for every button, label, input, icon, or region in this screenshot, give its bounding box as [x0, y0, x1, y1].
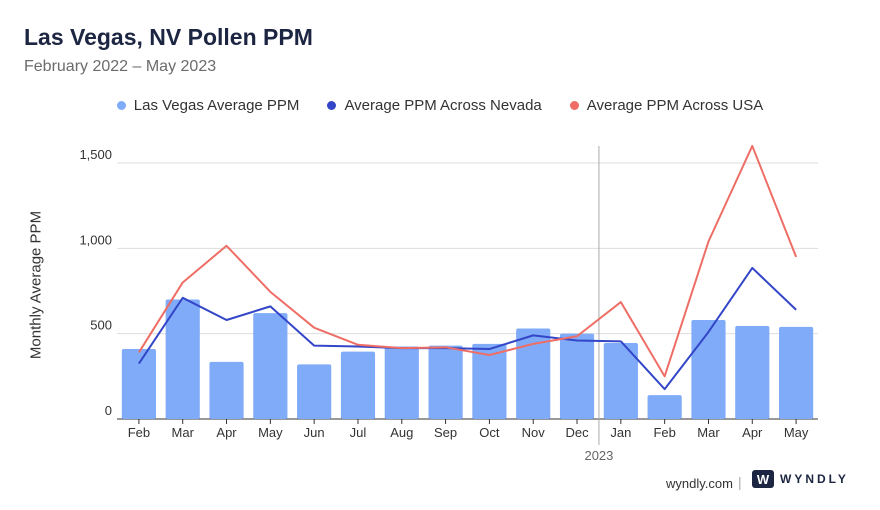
year-label: 2023: [584, 448, 613, 463]
chart-title: Las Vegas, NV Pollen PPM: [24, 24, 313, 50]
chart-legend: Las Vegas Average PPM Average PPM Across…: [0, 97, 880, 114]
y-tick-label: 1,000: [79, 232, 112, 247]
x-tick-label: Mar: [172, 425, 195, 440]
legend-marker-usa: [569, 101, 579, 110]
bar: [779, 326, 814, 419]
bar: [603, 343, 638, 419]
x-tick-label: May: [258, 425, 283, 440]
legend-marker-las-vegas: [116, 101, 126, 110]
bar: [735, 325, 770, 419]
bar: [691, 320, 726, 419]
footer-site-link[interactable]: wyndly.com: [666, 476, 733, 491]
x-tick-label: Jan: [610, 425, 631, 440]
footer-separator: |: [738, 474, 742, 490]
bar: [472, 343, 507, 419]
legend-item-nevada: Average PPM Across Nevada: [327, 97, 542, 114]
x-tick-label: Mar: [697, 425, 720, 440]
legend-label-nevada: Average PPM Across Nevada: [344, 97, 542, 114]
bar: [647, 395, 682, 419]
x-tick-label: Aug: [390, 425, 413, 440]
bar: [297, 364, 332, 419]
x-tick-label: Feb: [653, 425, 675, 440]
x-tick-label: Sep: [434, 425, 457, 440]
bar: [384, 346, 419, 419]
wyndly-logo-text: WYNDLY: [780, 472, 849, 486]
x-tick-label: May: [784, 425, 809, 440]
bar: [209, 361, 244, 419]
x-tick-label: Nov: [522, 425, 546, 440]
y-tick-label: 1,500: [79, 147, 112, 162]
bar: [559, 333, 595, 419]
x-tick-label: Jul: [350, 425, 367, 440]
legend-item-usa: Average PPM Across USA: [569, 97, 764, 114]
x-tick-label: Jun: [304, 425, 325, 440]
wyndly-logo-letter: W: [757, 472, 770, 487]
legend-marker-nevada: [327, 101, 337, 110]
chart-subtitle: February 2022 – May 2023: [24, 58, 217, 75]
legend-label-las-vegas: Las Vegas Average PPM: [133, 97, 300, 114]
bar: [253, 313, 288, 419]
x-tick-label: Apr: [742, 425, 763, 440]
legend-label-usa: Average PPM Across USA: [586, 97, 764, 114]
bar: [340, 351, 376, 419]
wyndly-logo[interactable]: W WYNDLY: [752, 470, 849, 488]
bar: [165, 299, 200, 419]
bar: [121, 349, 156, 419]
x-tick-label: Dec: [565, 425, 589, 440]
nevada-line: [138, 266, 797, 391]
y-tick-label: 500: [90, 318, 112, 333]
x-tick-label: Oct: [479, 425, 500, 440]
bar: [428, 345, 463, 419]
bar: [516, 328, 551, 419]
y-tick-label: 0: [105, 403, 112, 418]
wyndly-logo-icon: W: [752, 470, 774, 488]
legend-item-las-vegas: Las Vegas Average PPM: [116, 97, 300, 114]
x-tick-label: Apr: [216, 425, 237, 440]
x-tick-label: Feb: [128, 425, 150, 440]
usa-line: [138, 144, 798, 378]
